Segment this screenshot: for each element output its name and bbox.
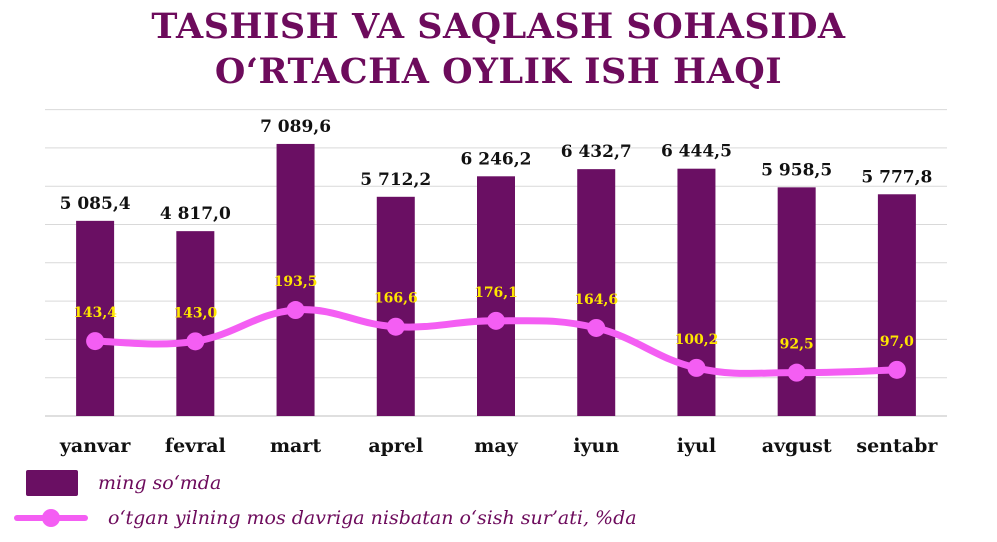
line-point-iyul [687,358,706,377]
line-point-sentabr [887,360,906,379]
x-tick-label: aprel [368,435,423,457]
x-tick-label: iyun [573,435,619,457]
line-value-label: 143,4 [73,305,117,321]
x-tick-label: mart [270,435,321,457]
bar-value-label: 6 444,5 [661,142,732,162]
line-value-label: 92,5 [780,337,814,353]
line-point-iyun [587,318,606,337]
line-point-aprel [386,317,405,336]
bar-value-label: 5 085,4 [60,194,131,214]
bar-aprel [376,196,415,416]
x-tick-label: iyul [677,435,716,457]
chart-title-line-1: TASHISH VA SAQLASH SOHASIDA [151,6,846,47]
line-value-label: 97,0 [880,334,914,350]
bar-value-label: 7 089,6 [260,117,331,137]
line-value-label: 164,6 [574,292,618,308]
line-value-label: 100,2 [675,332,719,348]
x-tick-label: sentabr [856,435,938,457]
x-tick-label: may [474,435,518,457]
line-point-yanvar [86,332,105,351]
bar-value-label: 4 817,0 [160,204,231,224]
bar-fevral [176,231,215,416]
chart-title: TASHISH VA SAQLASH SOHASIDA O‘RTACHA OYL… [0,4,997,94]
bar-mart [276,143,315,417]
x-tick-label: avgust [762,435,832,457]
bar-sentabr [877,194,916,416]
bar-value-label: 6 432,7 [561,142,632,162]
bar-value-label: 5 958,5 [761,160,832,180]
bar-iyun [577,169,616,416]
line-point-mart [286,301,305,320]
line-value-label: 143,0 [173,305,217,321]
line-point-may [487,311,505,330]
legend-item-line-series: o‘tgan yilning mos davriga nisbatan o‘si… [0,507,637,529]
x-tick-label: fevral [165,435,226,457]
chart-title-line-2: O‘RTACHA OYLIK ISH HAQI [214,51,783,92]
legend-line-swatch [14,508,88,528]
line-point-avgust [787,363,806,382]
bar-avgust [777,187,816,416]
bar-iyul [677,168,716,416]
legend-line-label: o‘tgan yilning mos davriga nisbatan o‘si… [108,507,637,529]
line-value-label: 193,5 [274,274,318,290]
legend-bar-swatch [26,470,78,496]
bar-value-label: 5 712,2 [360,170,431,190]
legend-bar-label: ming so‘mda [98,472,222,494]
bar-value-label: 6 246,2 [461,149,532,169]
line-value-label: 176,1 [474,285,518,301]
line-value-label: 166,6 [374,291,418,307]
bar-may [477,176,515,416]
bar-yanvar [76,220,115,416]
line-point-fevral [186,332,205,351]
bar-value-label: 5 777,8 [861,167,932,187]
x-tick-label: yanvar [59,435,132,457]
legend-item-bar-series: ming so‘mda [0,470,221,496]
